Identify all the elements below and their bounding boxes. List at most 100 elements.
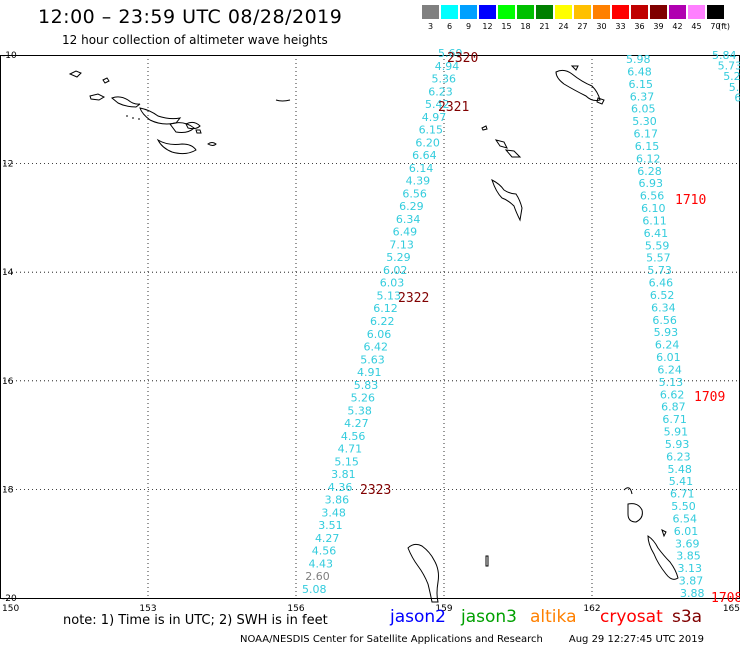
- wave-height-label: 4.56: [341, 430, 366, 443]
- legend-label: 21: [539, 22, 550, 31]
- coastline-island: [169, 122, 195, 133]
- wave-height-label: 6.12: [636, 152, 661, 165]
- wave-height-label: 6.24: [655, 339, 680, 352]
- legend-label: 15: [501, 22, 512, 31]
- wave-height-label: 6.12: [373, 302, 398, 315]
- wave-height-label: 5.84: [712, 49, 737, 62]
- wave-height-label: 3.13: [677, 562, 702, 575]
- legend-swatch: [650, 5, 667, 19]
- wave-height-label: 5.73: [647, 264, 672, 277]
- wave-height-tracks: 5.694.945.366.235.424.976.156.206.646.14…: [302, 47, 740, 600]
- lon-tick-label: 156: [287, 604, 304, 614]
- legend-swatch: [441, 5, 458, 19]
- wave-height-label: 6.06: [367, 328, 392, 341]
- legend-swatch: [688, 5, 705, 19]
- wave-height-label: 5.30: [632, 115, 657, 128]
- satellite-name: jason3: [461, 607, 517, 627]
- coastline-island: [68, 70, 82, 78]
- wave-height-label: 6.54: [672, 512, 697, 525]
- pass-time-label: 2323: [360, 483, 391, 498]
- wave-height-label: 6.24: [657, 363, 682, 376]
- legend-swatch: [574, 5, 591, 19]
- wave-height-label: 3.48: [321, 506, 346, 519]
- coastline-island: [139, 107, 182, 125]
- wave-height-label: 6.17: [634, 128, 659, 141]
- wave-height-label: 6.11: [642, 214, 667, 227]
- legend-unit: (ft): [718, 22, 731, 31]
- credit-text: NOAA/NESDIS Center for Satellite Applica…: [240, 634, 543, 645]
- coastline-island: [570, 65, 579, 71]
- legend-label: 6: [446, 22, 453, 31]
- coastline-island: [275, 99, 291, 102]
- wave-height-label: 5.63: [360, 353, 385, 366]
- lat-tick-label: -10: [2, 51, 17, 61]
- wave-height-label: 6.28: [637, 165, 662, 178]
- wave-height-label: 2.60: [305, 570, 330, 583]
- legend-label: 42: [672, 22, 683, 31]
- wave-height-label: 6.71: [670, 488, 695, 501]
- coastline-island: [481, 125, 488, 131]
- wave-height-label: 5.41: [669, 475, 694, 488]
- wave-height-label: 6.14: [409, 162, 434, 175]
- wave-height-label: 6.23: [428, 85, 453, 98]
- wave-height-label: 5.98: [626, 53, 651, 66]
- wave-height-label: 5.36: [432, 73, 457, 86]
- wave-height-label: 5.83: [354, 379, 379, 392]
- wave-height-label: 6.29: [399, 200, 424, 213]
- satellite-name: jason2: [390, 607, 446, 627]
- wave-height-label: 6.56: [640, 190, 665, 203]
- wave-height-label: 6.01: [656, 351, 681, 364]
- pass-time-label: 2321: [438, 100, 469, 115]
- legend-swatch: [479, 5, 496, 19]
- wave-height-label: 3.86: [325, 494, 350, 507]
- wave-height-label: 6.48: [627, 65, 652, 78]
- legend-swatch: [422, 5, 439, 19]
- wave-height-label: 3.81: [331, 468, 356, 481]
- legend-label: 24: [558, 22, 569, 31]
- legend-swatch: [612, 5, 629, 19]
- coastline-island: [102, 77, 110, 84]
- wave-height-label: 4.91: [357, 366, 382, 379]
- coastline-island: [185, 121, 201, 130]
- wave-height-label: 6.34: [651, 301, 676, 314]
- wave-height-label: 4.43: [308, 557, 333, 570]
- lat-tick-label: 12: [2, 160, 13, 170]
- wave-height-label: 6.20: [415, 136, 440, 149]
- wave-height-label: 5.28: [723, 70, 740, 83]
- coastline-island: [647, 535, 679, 580]
- lon-tick-label: 153: [139, 604, 156, 614]
- wave-height-label: 6.87: [661, 401, 686, 414]
- coastlines: [68, 65, 679, 603]
- pass-time-label: 1708: [711, 591, 740, 606]
- wave-height-label: 6.34: [396, 213, 421, 226]
- coastline-island: [126, 115, 140, 120]
- wave-height-label: 6.42: [364, 341, 389, 354]
- coastline-island: [195, 129, 202, 134]
- wave-height-label: 5.91: [664, 426, 689, 439]
- lon-tick-label: 150: [2, 604, 19, 614]
- pass-time-label: 2322: [398, 291, 429, 306]
- coastline-island: [407, 543, 439, 603]
- pass-time-label: 1709: [694, 390, 725, 405]
- legend-label: 18: [520, 22, 531, 31]
- wave-height-label: 5.48: [667, 463, 692, 476]
- wave-height-label: 6.93: [639, 177, 664, 190]
- legend-swatch: [460, 5, 477, 19]
- legend-swatch: [593, 5, 610, 19]
- wave-height-label: 5.69: [438, 47, 463, 60]
- legend-label: 3: [427, 22, 434, 31]
- legend-label: 36: [634, 22, 645, 31]
- satellite-name: s3a: [672, 607, 703, 627]
- legend-label: 12: [482, 22, 493, 31]
- wave-height-label: 5.29: [386, 251, 411, 264]
- wave-height-label: 6.56: [402, 187, 427, 200]
- map-subtitle: 12 hour collection of altimeter wave hei…: [62, 33, 328, 47]
- note-text: note: 1) Time is in UTC; 2) SWH is in fe…: [63, 613, 328, 628]
- wave-height-label: 6.10: [641, 202, 666, 215]
- wave-height-label: 4.39: [406, 175, 431, 188]
- lat-tick-label: 18: [2, 485, 14, 495]
- map-grid: [0, 55, 740, 599]
- wave-height-label: 5.13: [659, 376, 684, 389]
- legend-swatch: [631, 5, 648, 19]
- wave-height-label: 6.23: [666, 450, 691, 463]
